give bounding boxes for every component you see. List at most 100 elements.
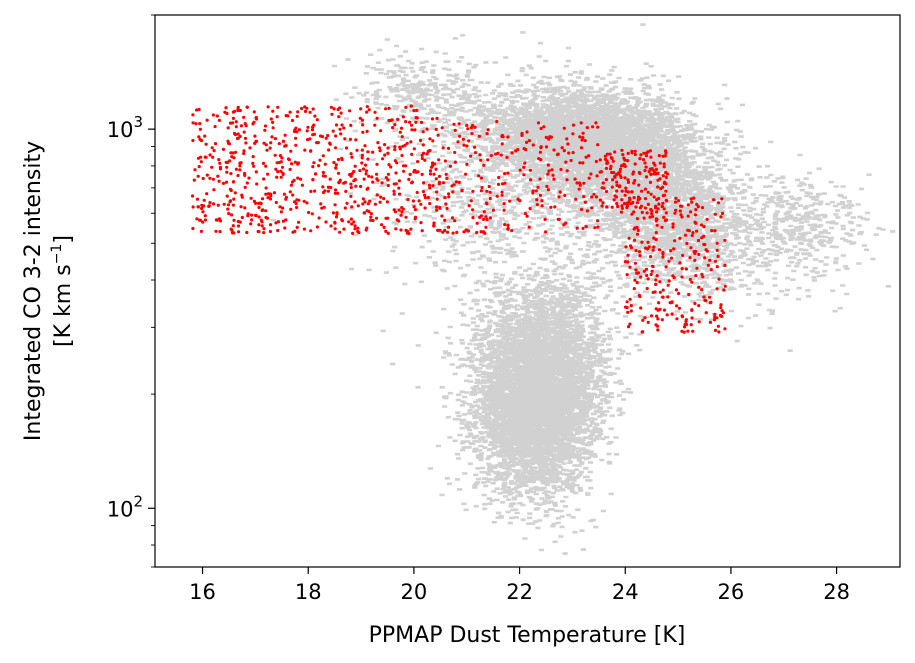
red-point <box>252 164 256 168</box>
red-point <box>475 230 479 235</box>
red-point <box>488 216 492 220</box>
red-point <box>585 126 589 130</box>
red-point <box>650 212 654 216</box>
red-point <box>622 201 627 206</box>
red-point <box>230 213 234 217</box>
red-point <box>656 328 660 332</box>
red-point <box>478 153 482 157</box>
red-point <box>254 201 258 205</box>
red-point <box>678 236 682 240</box>
red-point <box>375 193 379 197</box>
red-point <box>375 116 379 120</box>
red-point <box>198 127 202 131</box>
red-point <box>564 160 568 164</box>
red-point <box>228 200 232 204</box>
red-point <box>536 121 541 125</box>
red-point <box>435 208 439 212</box>
red-point <box>367 108 371 112</box>
red-point <box>722 288 726 292</box>
red-point <box>268 223 273 227</box>
red-point <box>686 214 690 218</box>
red-point <box>581 136 585 140</box>
red-point <box>393 145 397 149</box>
red-point <box>208 176 212 180</box>
red-point <box>242 151 246 156</box>
red-point <box>594 195 599 199</box>
red-point <box>628 322 632 326</box>
red-point <box>453 150 457 155</box>
red-point <box>631 200 635 205</box>
red-point <box>658 290 662 294</box>
red-point <box>434 127 438 131</box>
red-point <box>240 215 244 220</box>
red-point <box>646 202 651 206</box>
red-point <box>208 201 212 205</box>
red-point <box>482 163 486 167</box>
red-point <box>612 198 616 202</box>
red-point <box>654 278 658 282</box>
red-point <box>441 230 445 234</box>
red-point <box>387 163 391 167</box>
red-point <box>681 253 685 257</box>
red-point <box>377 146 382 150</box>
red-point <box>720 314 724 318</box>
red-point <box>269 141 273 145</box>
red-point <box>649 272 653 277</box>
red-point <box>254 117 259 121</box>
red-point <box>428 201 432 206</box>
red-point <box>654 204 658 208</box>
red-point <box>644 165 648 169</box>
red-point <box>380 157 385 161</box>
red-point <box>557 195 561 199</box>
red-point <box>688 256 692 260</box>
red-point <box>307 210 311 215</box>
red-point <box>415 116 419 120</box>
red-point <box>471 216 475 220</box>
red-point <box>523 161 527 165</box>
red-point <box>590 195 594 199</box>
red-point <box>191 205 195 209</box>
red-point <box>538 177 542 181</box>
red-point <box>664 151 668 155</box>
red-point <box>360 148 364 152</box>
red-point <box>708 295 712 299</box>
red-point <box>615 183 619 187</box>
red-point <box>624 189 628 193</box>
red-point <box>670 312 674 316</box>
red-point <box>271 109 275 113</box>
red-point <box>690 200 694 204</box>
red-point <box>598 158 602 162</box>
x-axis-label: PPMAP Dust Temperature [K] <box>369 623 686 648</box>
red-point <box>276 228 280 233</box>
red-point <box>278 154 282 158</box>
red-point <box>334 134 338 138</box>
red-point <box>397 219 401 223</box>
red-point <box>406 198 410 202</box>
red-point <box>615 180 619 184</box>
red-point <box>581 161 585 165</box>
red-point <box>321 185 325 189</box>
red-point <box>284 195 288 199</box>
red-point <box>203 155 207 159</box>
red-point <box>658 280 662 284</box>
red-point <box>640 210 644 214</box>
red-point <box>226 207 230 211</box>
red-point <box>412 205 416 209</box>
red-point <box>342 126 346 130</box>
red-point <box>677 306 682 310</box>
red-point <box>466 127 470 131</box>
red-point <box>294 143 298 147</box>
red-point <box>384 107 388 111</box>
red-point <box>201 210 205 214</box>
red-point <box>233 133 238 137</box>
red-point <box>380 223 384 227</box>
red-point <box>654 282 658 286</box>
red-point <box>191 138 195 143</box>
red-point <box>196 174 200 178</box>
red-point <box>694 249 698 254</box>
red-point <box>544 230 548 234</box>
red-point <box>685 241 689 246</box>
red-point <box>546 163 551 167</box>
red-point <box>693 258 697 262</box>
red-point <box>497 175 501 180</box>
